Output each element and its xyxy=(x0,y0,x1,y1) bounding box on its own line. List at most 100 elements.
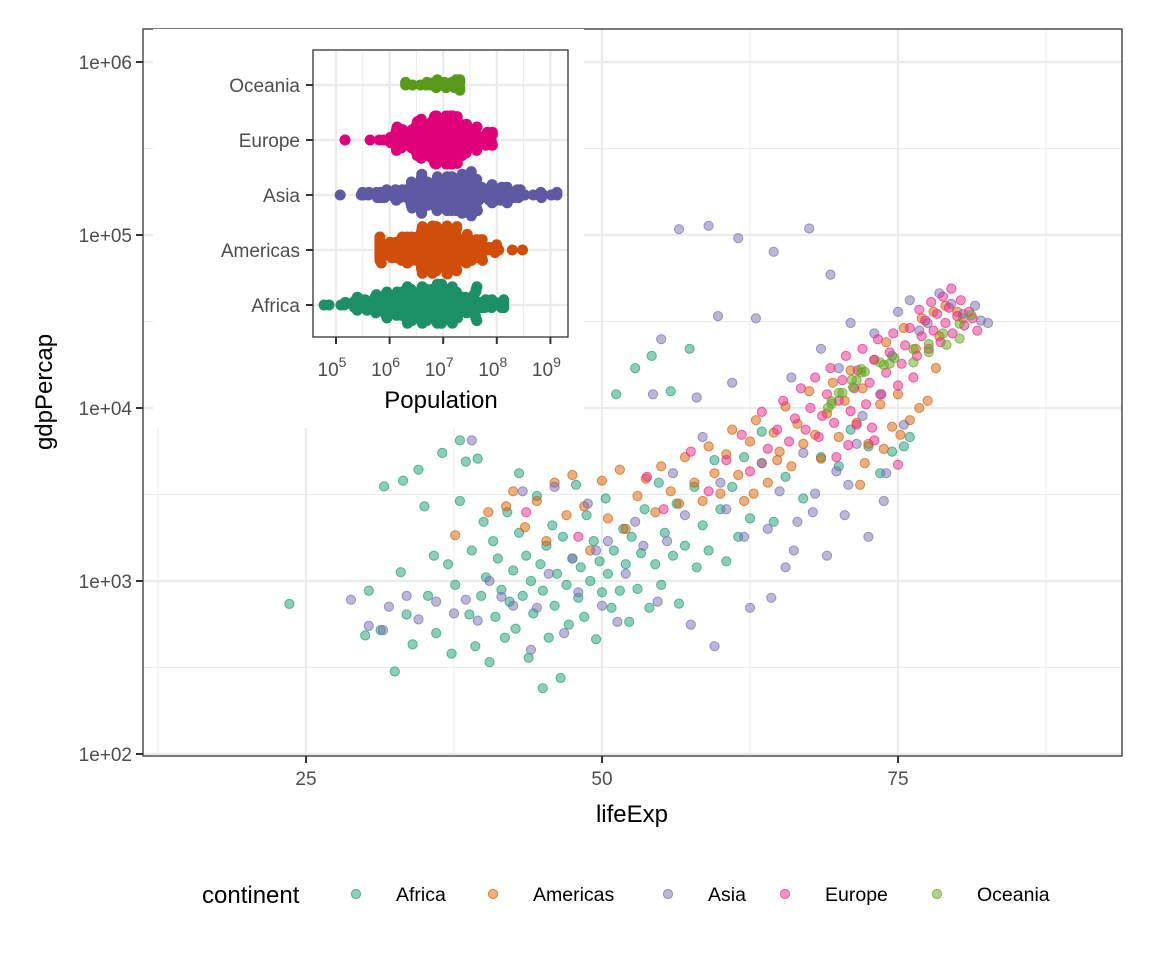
data-point-africa xyxy=(656,579,667,591)
inset-y-tick-label: Oceania xyxy=(229,76,300,97)
legend-label: Europe xyxy=(825,884,888,906)
x-tick-label: 25 xyxy=(295,769,316,790)
data-point-africa xyxy=(563,619,574,630)
swarm-point-americas xyxy=(493,244,505,256)
data-point-europe xyxy=(869,435,880,446)
data-point-americas xyxy=(887,421,898,432)
data-point-americas xyxy=(519,522,531,533)
data-point-americas xyxy=(450,530,461,541)
data-point-africa xyxy=(709,455,720,466)
legend-item-americas: Americas xyxy=(487,884,615,906)
data-point-americas xyxy=(614,464,625,475)
data-point-africa xyxy=(450,579,461,591)
data-point-europe xyxy=(857,343,868,354)
data-point-europe xyxy=(521,507,532,518)
data-point-africa xyxy=(537,585,548,596)
data-point-africa xyxy=(611,389,622,400)
data-point-africa xyxy=(521,550,532,561)
data-point-africa xyxy=(422,590,434,602)
data-point-europe xyxy=(840,350,852,361)
data-point-asia xyxy=(638,540,649,551)
data-point-asia xyxy=(780,562,791,573)
swarm-point-asia xyxy=(519,189,531,201)
data-point-europe xyxy=(744,466,756,477)
data-point-asia xyxy=(591,545,602,556)
data-point-europe xyxy=(916,331,927,342)
data-point-asia xyxy=(673,224,685,235)
data-point-europe xyxy=(685,446,696,457)
data-point-americas xyxy=(508,486,519,497)
data-point-asia xyxy=(904,295,915,306)
data-point-asia xyxy=(525,644,537,655)
legend-item-europe: Europe xyxy=(779,884,888,906)
data-point-asia xyxy=(460,594,471,605)
swarm-point-americas xyxy=(476,234,488,246)
data-point-asia xyxy=(768,246,779,257)
data-point-americas xyxy=(859,458,870,469)
data-point-africa xyxy=(798,493,809,504)
data-point-africa xyxy=(904,431,915,443)
data-point-americas xyxy=(748,488,759,499)
swarm-point-oceania xyxy=(454,74,466,86)
data-point-asia xyxy=(845,317,856,329)
data-point-africa xyxy=(510,623,521,634)
data-point-americas xyxy=(656,461,667,472)
data-point-africa xyxy=(431,628,442,639)
data-point-americas xyxy=(878,443,889,454)
data-point-asia xyxy=(744,602,756,613)
data-point-asia xyxy=(851,438,862,449)
inset-x-tick-label: 106 xyxy=(371,354,400,381)
data-point-asia xyxy=(517,486,528,497)
legend-label: Asia xyxy=(708,884,746,906)
data-point-africa xyxy=(727,481,738,492)
data-point-oceania xyxy=(859,366,870,377)
data-point-africa xyxy=(624,616,635,628)
data-point-africa xyxy=(284,598,295,610)
inset-x-tick-label: 109 xyxy=(532,354,561,381)
data-point-africa xyxy=(697,520,708,531)
data-point-europe xyxy=(851,419,862,430)
data-point-americas xyxy=(483,507,494,518)
inset-y-tick-label: Americas xyxy=(221,241,300,262)
data-point-asia xyxy=(697,431,708,443)
data-point-europe xyxy=(573,531,584,542)
data-point-africa xyxy=(898,441,910,452)
data-point-africa xyxy=(673,598,685,609)
data-point-americas xyxy=(798,438,809,449)
data-point-africa xyxy=(632,583,643,595)
data-point-africa xyxy=(499,632,510,643)
data-point-asia xyxy=(792,516,803,527)
data-point-europe xyxy=(972,325,983,336)
data-point-asia xyxy=(762,523,773,535)
swarm-point-europe xyxy=(364,134,376,146)
data-point-europe xyxy=(937,291,949,302)
data-point-americas xyxy=(567,469,578,481)
data-point-africa xyxy=(626,531,637,542)
data-point-europe xyxy=(837,375,848,386)
data-point-americas xyxy=(739,495,750,507)
data-point-asia xyxy=(363,620,374,632)
data-point-americas xyxy=(673,498,685,509)
data-point-europe xyxy=(795,383,807,394)
data-point-asia xyxy=(733,233,744,244)
swarm-point-asia xyxy=(537,189,549,201)
data-point-europe xyxy=(914,304,925,315)
data-point-africa xyxy=(644,602,655,613)
data-point-africa xyxy=(488,536,499,547)
data-point-asia xyxy=(739,531,750,542)
swarm-point-americas xyxy=(441,220,453,232)
data-point-europe xyxy=(864,377,875,388)
data-point-europe xyxy=(888,328,899,339)
data-point-africa xyxy=(525,575,537,587)
data-point-africa xyxy=(543,632,554,643)
data-point-africa xyxy=(561,579,572,591)
data-point-americas xyxy=(541,536,552,547)
inset-background xyxy=(153,29,584,428)
data-point-asia xyxy=(573,587,584,598)
data-point-africa xyxy=(608,545,619,556)
swarm-point-africa xyxy=(498,302,510,314)
inset-plot: 105 106 107 108 109 Africa Americas Asia Europe O… xyxy=(153,29,584,428)
data-point-africa xyxy=(549,600,560,611)
data-point-asia xyxy=(715,477,726,488)
